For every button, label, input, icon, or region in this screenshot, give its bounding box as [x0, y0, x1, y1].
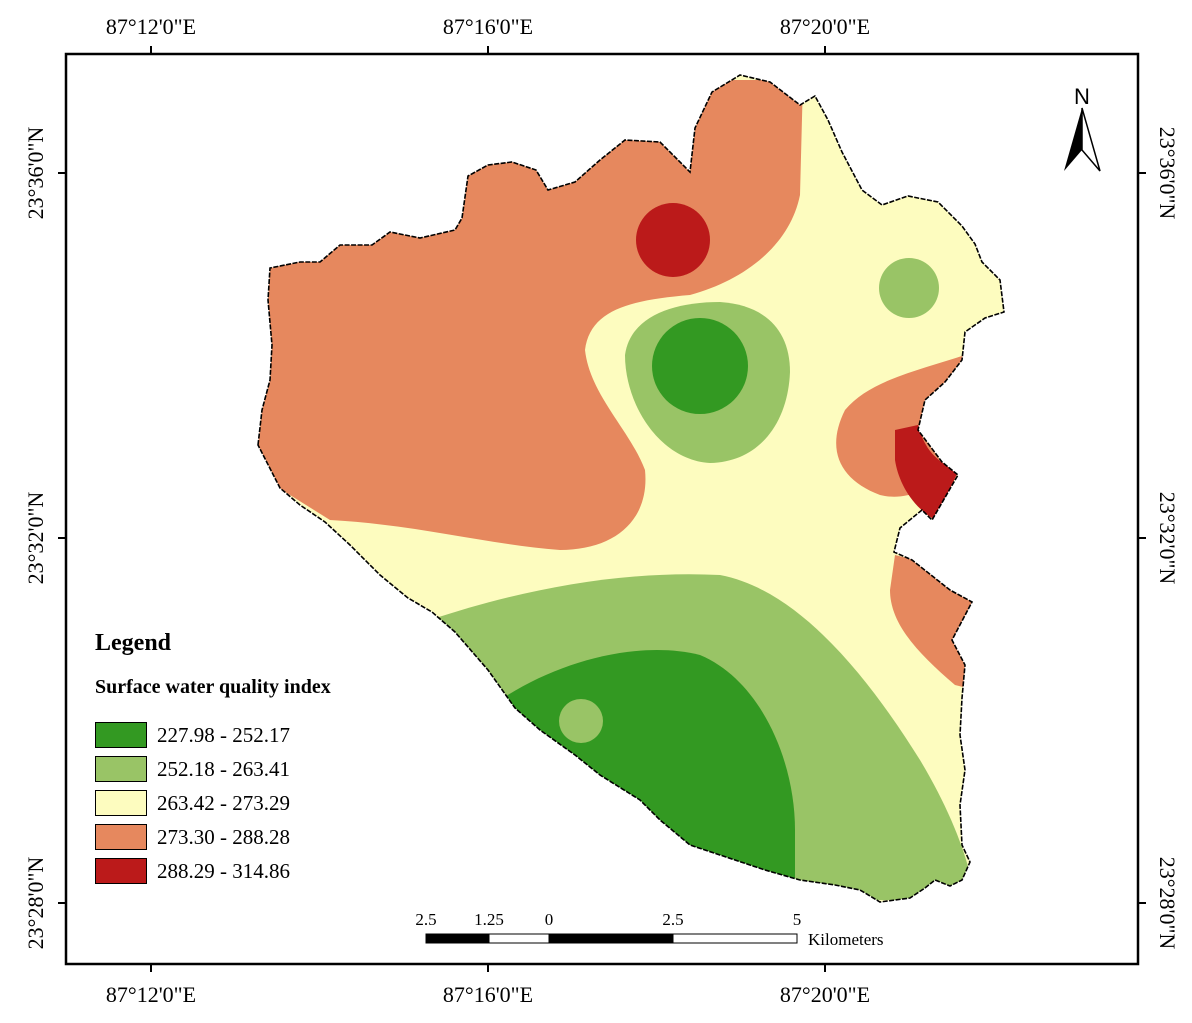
zone-252-263-northeast — [879, 258, 939, 318]
right-latitude-label: 23°32'0"N — [1155, 492, 1180, 585]
study-area-boundary — [257, 74, 1005, 903]
scale-tick-label: 2.5 — [415, 910, 436, 929]
legend-item: 263.42 - 273.29 — [95, 786, 290, 820]
legend-label: 227.98 - 252.17 — [157, 722, 290, 747]
legend-swatch — [95, 756, 147, 782]
legend-label: 288.29 - 314.86 — [157, 858, 290, 883]
scale-tick-label: 0 — [545, 910, 554, 929]
left-latitude-label: 23°32'0"N — [23, 492, 48, 585]
legend-swatch — [95, 824, 147, 850]
top-longitude-label: 87°16'0"E — [443, 14, 533, 39]
north-label: N — [1074, 84, 1090, 109]
legend-swatch — [95, 858, 147, 884]
graticule-ticks — [58, 46, 1146, 972]
water-quality-surface — [258, 75, 1004, 902]
zone-288-314-east — [895, 425, 958, 520]
right-latitude-label: 23°36'0"N — [1155, 127, 1180, 220]
legend-label: 263.42 - 273.29 — [157, 790, 290, 815]
legend-item: 288.29 - 314.86 — [95, 854, 290, 888]
bottom-longitude-label: 87°12'0"E — [106, 982, 196, 1007]
left-latitude-label: 23°28'0"N — [23, 857, 48, 950]
zone-288-314-north — [636, 203, 710, 277]
right-latitude-label: 23°28'0"N — [1155, 857, 1180, 950]
north-arrow-icon — [1064, 107, 1101, 172]
zone-227-252-center — [652, 318, 748, 414]
legend-label: 273.30 - 288.28 — [157, 824, 290, 849]
north-arrow: N — [1060, 84, 1104, 174]
scale-unit-label: Kilometers — [808, 930, 884, 949]
bottom-longitude-label: 87°16'0"E — [443, 982, 533, 1007]
bottom-longitude-label: 87°20'0"E — [780, 982, 870, 1007]
legend-subtitle: Surface water quality index — [95, 676, 331, 698]
legend-item: 227.98 - 252.17 — [95, 718, 290, 752]
scale-tick-label: 5 — [793, 910, 802, 929]
legend-list: 227.98 - 252.17 252.18 - 263.41 263.42 -… — [95, 718, 290, 888]
scale-tick-label: 2.5 — [662, 910, 683, 929]
scale-tick-label: 1.25 — [474, 910, 504, 929]
legend-label: 252.18 - 263.41 — [157, 756, 290, 781]
legend-item: 273.30 - 288.28 — [95, 820, 290, 854]
zone-252-263-spot — [559, 699, 603, 743]
top-longitude-label: 87°20'0"E — [780, 14, 870, 39]
scale-bar: 2.5 1.25 0 2.5 5 Kilometers — [415, 910, 883, 949]
top-longitude-label: 87°12'0"E — [106, 14, 196, 39]
legend-swatch — [95, 790, 147, 816]
legend-swatch — [95, 722, 147, 748]
legend-item: 252.18 - 263.41 — [95, 752, 290, 786]
legend-title: Legend — [95, 630, 172, 656]
map-frame — [64, 52, 1140, 966]
left-latitude-label: 23°36'0"N — [23, 127, 48, 220]
